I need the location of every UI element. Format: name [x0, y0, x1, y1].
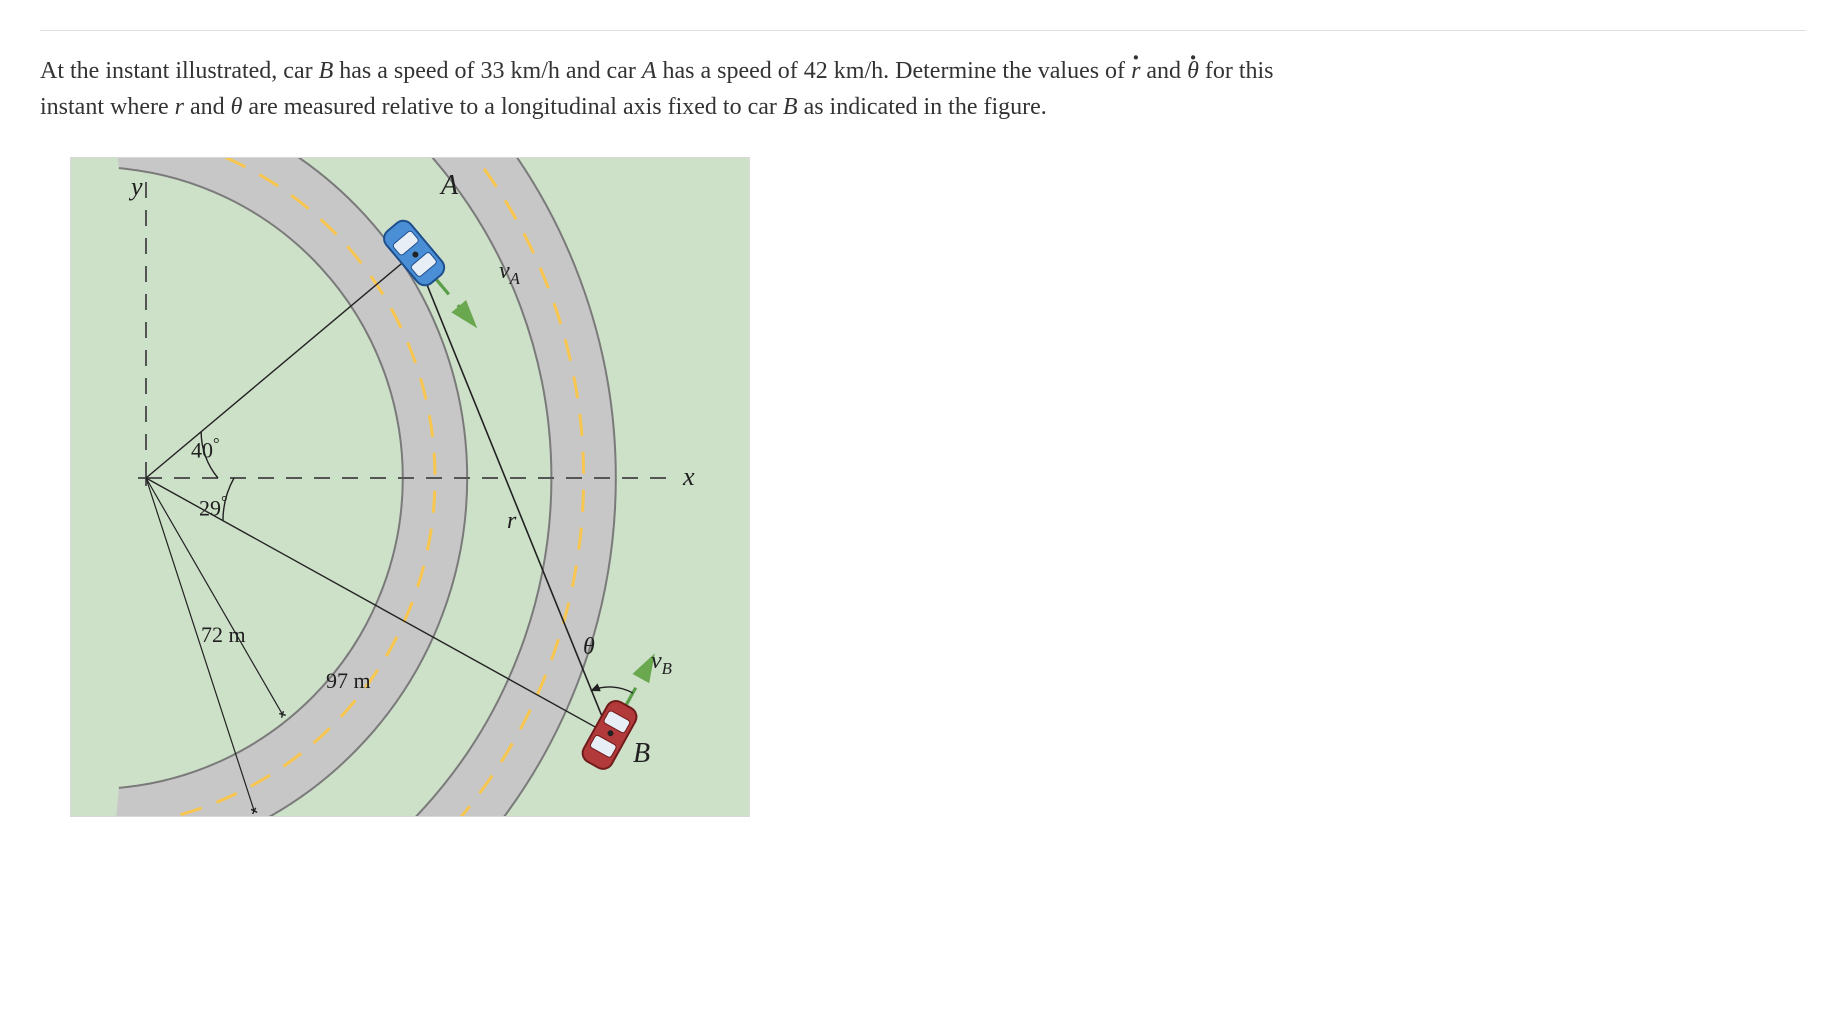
r-dot: r	[1131, 53, 1140, 89]
r-var: r	[175, 94, 184, 120]
text-seg: instant where	[40, 94, 175, 120]
va-label: vA	[499, 258, 520, 289]
car-a-ref: A	[642, 58, 657, 84]
vb-label: vB	[651, 648, 672, 679]
a-label: A	[441, 170, 458, 202]
text-seg: . Determine the values of	[883, 58, 1131, 84]
text-seg: and car	[560, 58, 642, 84]
r-line-label: r	[507, 508, 516, 535]
y-label: y	[131, 172, 143, 202]
angle40: 40°	[191, 434, 220, 463]
text-seg: has a speed of	[657, 58, 804, 84]
theta-dot: θ	[1187, 53, 1199, 89]
speed-b: 33 km/h	[481, 58, 560, 84]
car-b-ref: B	[319, 58, 334, 84]
speed-a: 42 km/h	[804, 58, 883, 84]
car-b-ref2: B	[783, 94, 798, 120]
text-seg: has a speed of	[333, 58, 480, 84]
text-seg: for this	[1199, 58, 1274, 84]
text-seg: At the instant illustrated, car	[40, 58, 319, 84]
theta-var: θ	[231, 94, 243, 120]
radius97: 97 m	[326, 668, 371, 694]
angle29: 29°	[199, 492, 228, 521]
top-divider	[40, 30, 1806, 31]
text-seg: as indicated in the figure.	[798, 94, 1047, 120]
figure: y x A B vA vB r θ 40° 29° 72 m 97 m	[70, 157, 750, 817]
figure-svg	[71, 158, 750, 817]
b-label: B	[633, 738, 650, 770]
problem-statement: At the instant illustrated, car B has a …	[40, 53, 1806, 125]
text-seg: and	[184, 94, 231, 120]
text-seg: and	[1140, 58, 1187, 84]
text-seg: are measured relative to a longitudinal …	[242, 94, 782, 120]
theta-label: θ	[583, 634, 595, 661]
x-label: x	[683, 462, 695, 492]
radius72: 72 m	[201, 622, 246, 648]
